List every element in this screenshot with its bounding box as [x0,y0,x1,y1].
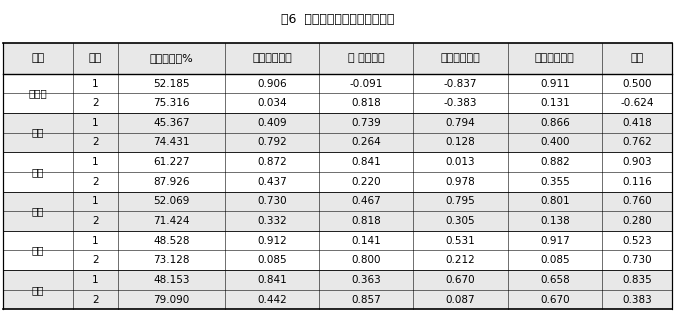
Text: 0.762: 0.762 [622,137,651,147]
Text: 0.128: 0.128 [446,137,475,147]
Text: 第一产业用水: 第一产业用水 [252,53,292,63]
Text: 0.818: 0.818 [351,216,381,226]
Text: 2: 2 [92,295,99,305]
Text: 0.500: 0.500 [622,78,651,88]
Text: 1: 1 [92,118,99,128]
Text: 0.116: 0.116 [622,177,651,187]
Text: 1: 1 [92,157,99,167]
Text: 0.670: 0.670 [446,275,475,285]
Text: 0.280: 0.280 [622,216,651,226]
Text: 0.131: 0.131 [540,98,570,108]
Text: 天门: 天门 [32,167,45,177]
Text: 2: 2 [92,216,99,226]
Text: 71.424: 71.424 [153,216,190,226]
Text: 0.730: 0.730 [257,197,287,206]
Text: 0.467: 0.467 [351,197,381,206]
Text: 第 产业用水: 第 产业用水 [348,53,385,63]
Text: 居民生活用水: 居民生活用水 [535,53,574,63]
Text: 0.792: 0.792 [257,137,287,147]
Text: 0.034: 0.034 [257,98,287,108]
Text: 0.882: 0.882 [540,157,570,167]
Text: 六县: 六县 [32,128,45,137]
Text: 2: 2 [92,177,99,187]
Text: 0.658: 0.658 [540,275,570,285]
Text: 74.431: 74.431 [153,137,190,147]
Text: 水和: 水和 [32,246,45,256]
Text: 表6  水资源实物量主成分分析表: 表6 水资源实物量主成分分析表 [281,13,394,26]
Text: 0.818: 0.818 [351,98,381,108]
Text: 0.739: 0.739 [351,118,381,128]
Text: 0.087: 0.087 [446,295,475,305]
Text: 0.409: 0.409 [257,118,287,128]
Text: 48.528: 48.528 [153,236,190,246]
Text: 降水: 降水 [630,53,643,63]
Text: 0.523: 0.523 [622,236,651,246]
Text: 0.841: 0.841 [257,275,287,285]
Text: 0.212: 0.212 [446,255,475,265]
Text: -0.624: -0.624 [620,98,653,108]
Text: 2: 2 [92,255,99,265]
Text: 0.418: 0.418 [622,118,651,128]
Text: 0.917: 0.917 [540,236,570,246]
Text: 0.085: 0.085 [257,255,287,265]
Text: 0.355: 0.355 [540,177,570,187]
Text: 1: 1 [92,197,99,206]
Text: 累计方差率%: 累计方差率% [150,53,193,63]
Text: 第二产业用水: 第二产业用水 [441,53,481,63]
Text: 0.872: 0.872 [257,157,287,167]
Text: 0.857: 0.857 [351,295,381,305]
Text: 0.437: 0.437 [257,177,287,187]
Text: 竹山: 竹山 [32,285,45,295]
Text: 0.531: 0.531 [446,236,475,246]
Text: 45.367: 45.367 [153,118,190,128]
Text: 0.730: 0.730 [622,255,651,265]
Text: 0.141: 0.141 [351,236,381,246]
Text: 0.911: 0.911 [540,78,570,88]
Text: 48.153: 48.153 [153,275,190,285]
Text: 0.305: 0.305 [446,216,475,226]
Text: 79.090: 79.090 [153,295,190,305]
Text: 61.227: 61.227 [153,157,190,167]
Text: 0.383: 0.383 [622,295,651,305]
Text: 73.128: 73.128 [153,255,190,265]
Text: 区域: 区域 [32,53,45,63]
Text: 研究区: 研究区 [29,88,48,98]
Text: 0.138: 0.138 [540,216,570,226]
Text: 0.760: 0.760 [622,197,651,206]
Text: 0.264: 0.264 [351,137,381,147]
Text: 2: 2 [92,137,99,147]
Text: 0.400: 0.400 [540,137,570,147]
Text: 52.069: 52.069 [153,197,190,206]
Text: 52.185: 52.185 [153,78,190,88]
Text: 0.912: 0.912 [257,236,287,246]
Text: 0.795: 0.795 [446,197,475,206]
Text: 0.841: 0.841 [351,157,381,167]
Text: -0.837: -0.837 [443,78,477,88]
Text: 0.903: 0.903 [622,157,651,167]
Text: 1: 1 [92,275,99,285]
Text: 0.835: 0.835 [622,275,651,285]
Text: 0.220: 0.220 [352,177,381,187]
Text: 随县: 随县 [32,206,45,216]
Text: 0.363: 0.363 [351,275,381,285]
Text: 0.866: 0.866 [540,118,570,128]
Text: 0.013: 0.013 [446,157,475,167]
Text: 0.800: 0.800 [352,255,381,265]
Text: -0.383: -0.383 [443,98,477,108]
Text: 0.085: 0.085 [540,255,570,265]
Text: 0.332: 0.332 [257,216,287,226]
Text: 75.316: 75.316 [153,98,190,108]
Text: 0.794: 0.794 [446,118,475,128]
Text: 0.670: 0.670 [540,295,570,305]
Text: 0.801: 0.801 [540,197,570,206]
Text: 1: 1 [92,236,99,246]
Text: 87.926: 87.926 [153,177,190,187]
Text: 0.906: 0.906 [257,78,287,88]
Text: -0.091: -0.091 [350,78,383,88]
Text: 2: 2 [92,98,99,108]
Text: 成分: 成分 [89,53,102,63]
Text: 0.978: 0.978 [446,177,475,187]
Text: 0.442: 0.442 [257,295,287,305]
Text: 1: 1 [92,78,99,88]
